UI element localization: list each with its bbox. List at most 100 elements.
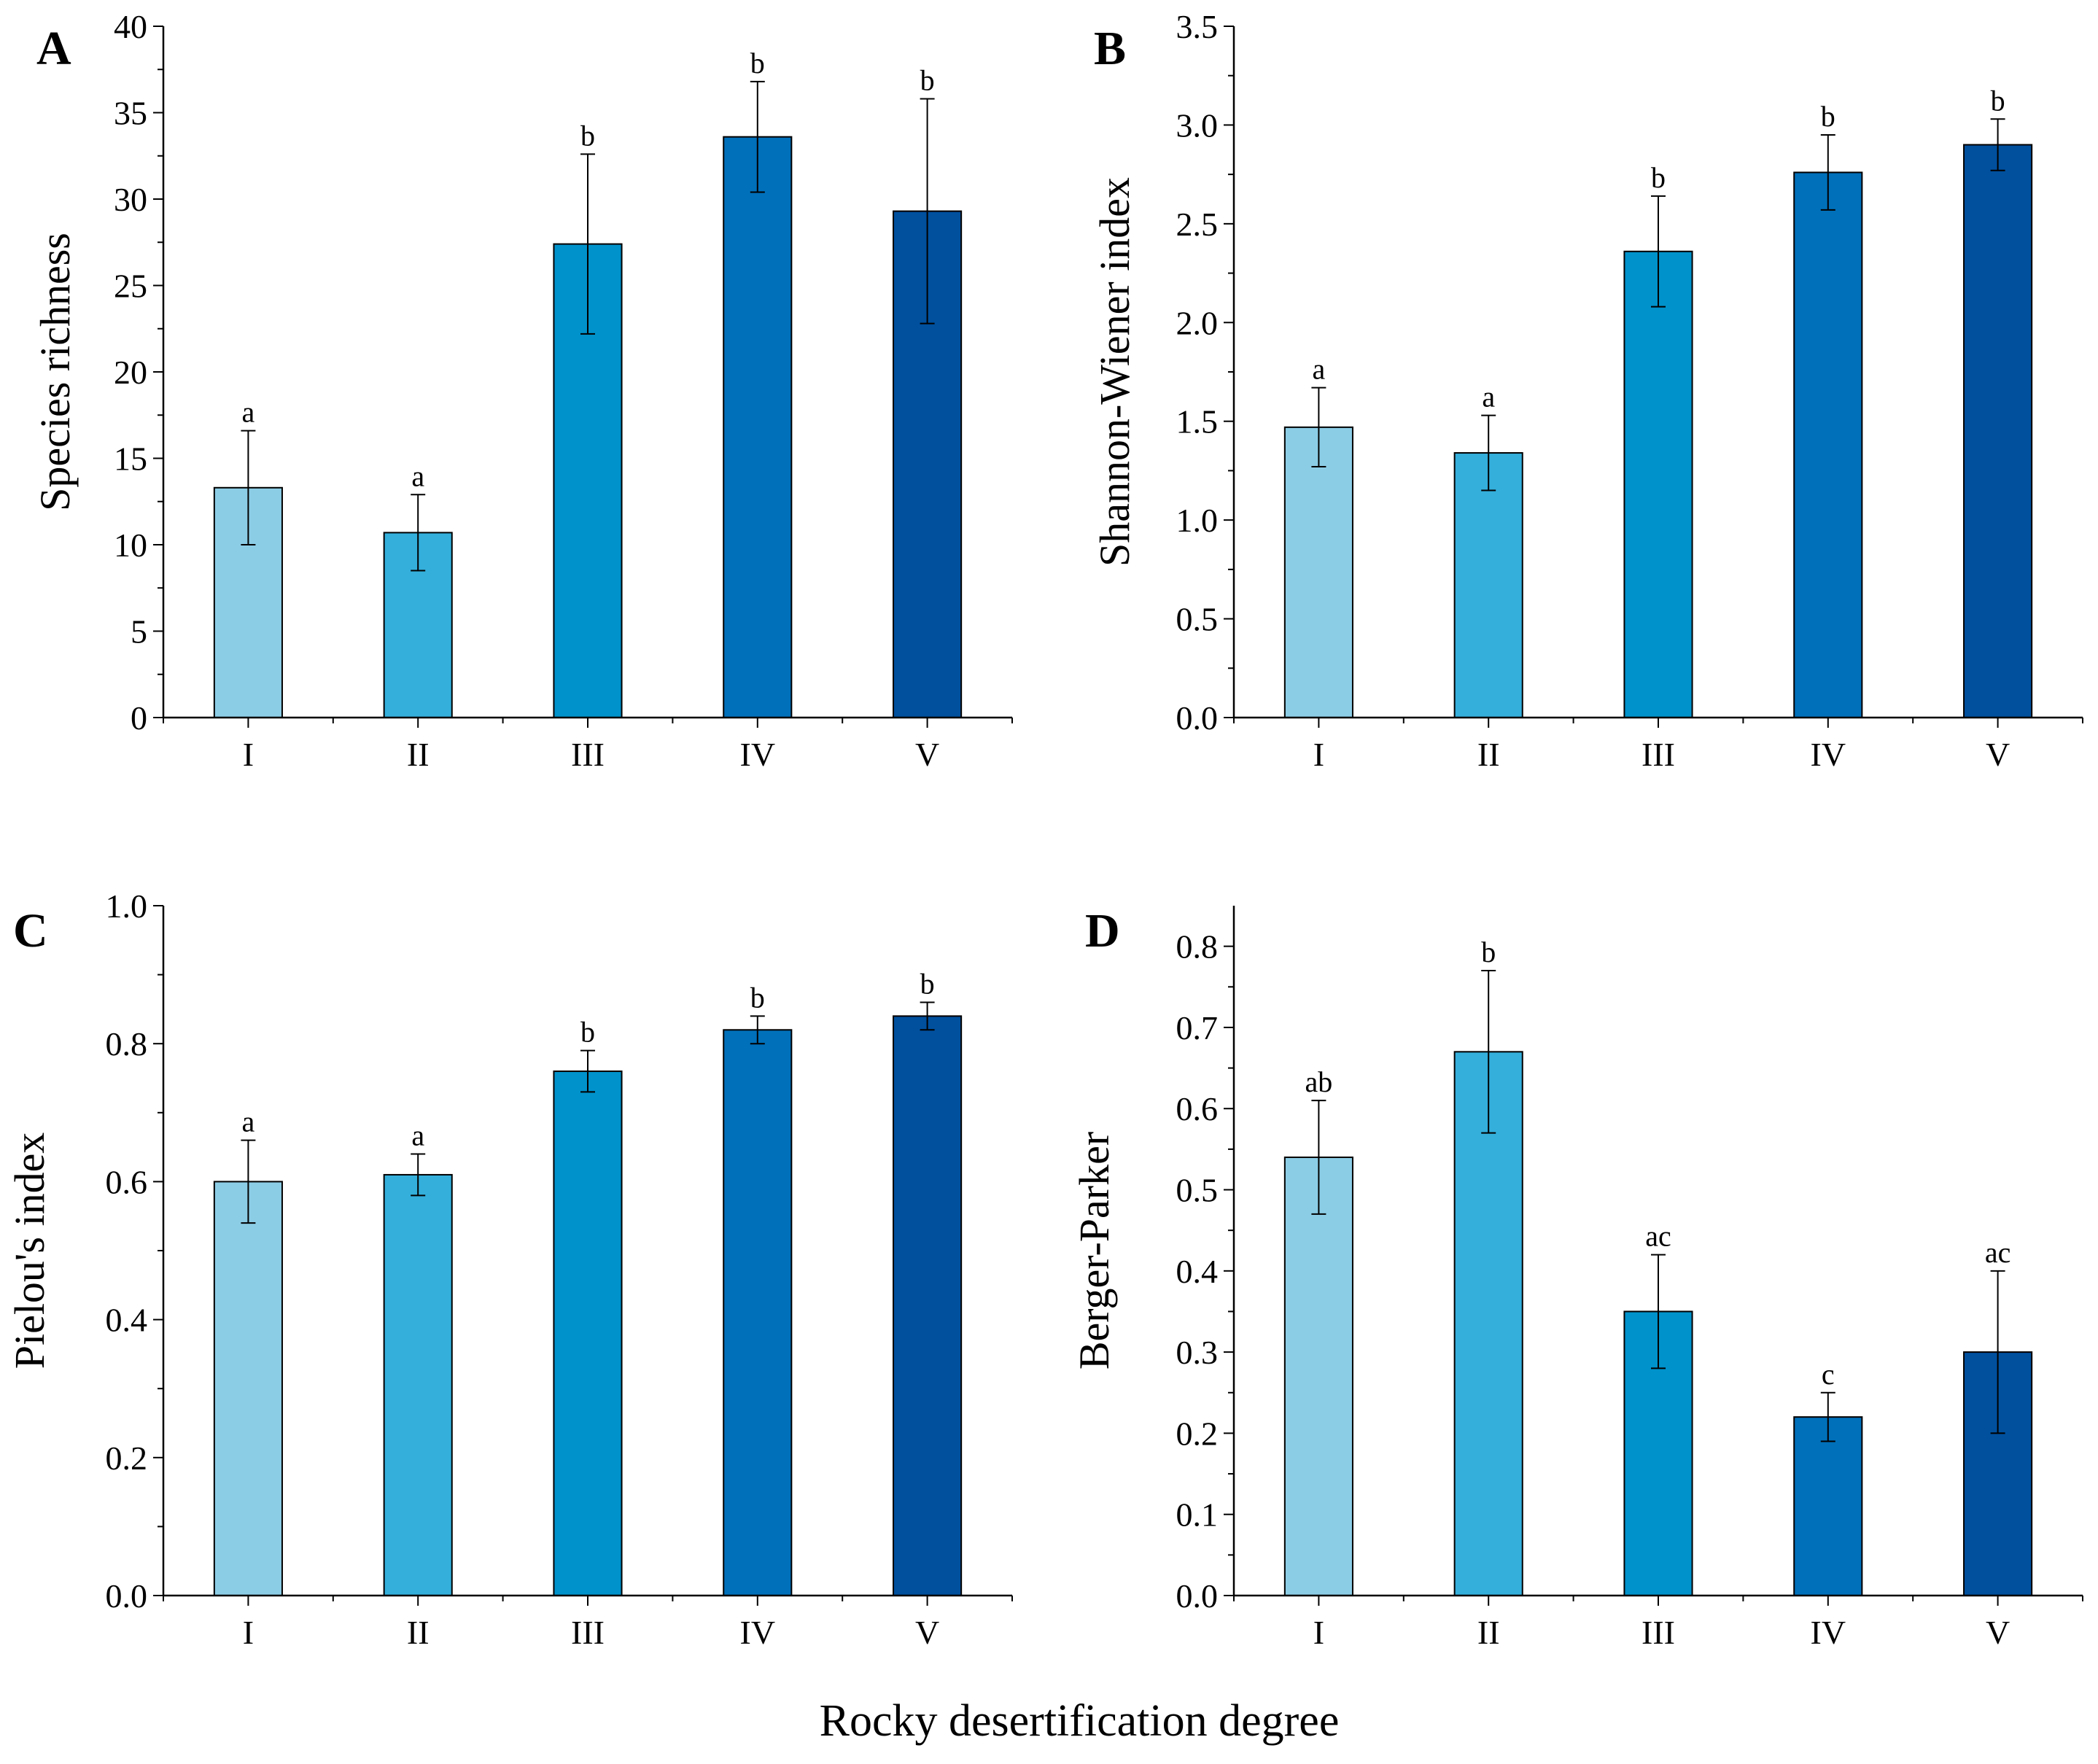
panel-letter-a: A <box>36 22 71 75</box>
errorbar-c-4 <box>750 1015 765 1045</box>
y-tick-label-b: 0.0 <box>1176 699 1219 737</box>
y-tick-label-d: 0.8 <box>1176 928 1219 965</box>
y-tick-label-c: 0.0 <box>106 1577 148 1615</box>
significance-label-b-3: b <box>1651 161 1666 194</box>
significance-label-b-2: a <box>1482 381 1495 413</box>
bar-a-4 <box>723 136 793 718</box>
panel-letter-b: B <box>1094 22 1126 75</box>
bar-c-1 <box>213 1181 283 1596</box>
bar-b-4 <box>1793 171 1863 719</box>
bar-c-2 <box>383 1173 453 1596</box>
errorbar-b-1 <box>1311 386 1326 468</box>
significance-label-a-2: a <box>411 459 424 492</box>
significance-label-b-5: b <box>1991 84 2005 117</box>
y-tick-label-b: 2.0 <box>1176 304 1219 341</box>
y-tick-label-c: 0.8 <box>106 1025 148 1062</box>
significance-label-c-4: b <box>750 981 765 1014</box>
significance-label-c-3: b <box>580 1016 595 1049</box>
x-tick-label-a-4: IV <box>740 736 776 773</box>
y-tick-label-a: 0 <box>131 699 147 737</box>
bar-b-5 <box>1963 144 2033 718</box>
significance-label-d-2: b <box>1481 936 1496 968</box>
x-tick-label-b-1: I <box>1313 736 1324 773</box>
significance-label-b-1: a <box>1313 353 1326 386</box>
errorbar-c-2 <box>411 1153 426 1197</box>
errorbar-b-5 <box>1990 118 2005 171</box>
y-axis-title-c: Pielou's index <box>6 1132 53 1369</box>
y-tick-label-a: 35 <box>114 95 147 132</box>
y-tick-label-a: 20 <box>114 354 147 391</box>
significance-label-a-1: a <box>242 396 255 429</box>
x-tick-label-b-2: II <box>1477 736 1500 773</box>
y-tick-label-a: 40 <box>114 8 147 45</box>
errorbar-d-4 <box>1820 1391 1835 1442</box>
y-axis-title-a: Species richness <box>31 233 79 511</box>
y-tick-label-a: 15 <box>114 440 147 478</box>
x-tick-label-b-4: IV <box>1811 736 1846 773</box>
errorbar-d-1 <box>1311 1100 1326 1215</box>
errorbar-a-5 <box>920 98 935 325</box>
errorbar-a-2 <box>411 494 426 572</box>
y-tick-label-b: 3.5 <box>1176 8 1219 45</box>
errorbar-a-3 <box>580 153 595 335</box>
y-tick-label-a: 30 <box>114 181 147 218</box>
bar-c-3 <box>553 1071 623 1597</box>
y-tick-label-d: 0.6 <box>1176 1090 1219 1127</box>
significance-label-d-4: c <box>1822 1358 1835 1391</box>
y-tick-label-a: 10 <box>114 527 147 564</box>
y-tick-label-b: 1.0 <box>1176 502 1219 539</box>
significance-label-c-5: b <box>920 967 935 1000</box>
errorbar-c-3 <box>580 1049 595 1093</box>
panel-c: a abb b0.00.20.40.60.81.0I II III IV VPielou's… <box>6 887 1013 1651</box>
y-tick-label-b: 3.0 <box>1176 106 1219 144</box>
y-tick-label-b: 0.5 <box>1176 601 1219 638</box>
significance-label-c-1: a <box>242 1106 255 1138</box>
errorbar-c-5 <box>920 1001 935 1031</box>
x-tick-label-c-3: III <box>571 1614 605 1651</box>
x-tick-label-a-3: III <box>571 736 605 773</box>
significance-label-c-2: a <box>411 1119 424 1152</box>
y-tick-label-d: 0.3 <box>1176 1334 1219 1371</box>
y-tick-label-b: 2.5 <box>1176 206 1219 243</box>
x-tick-label-d-1: I <box>1313 1614 1324 1651</box>
bar-d-4 <box>1793 1416 1863 1597</box>
x-tick-label-c-1: I <box>243 1614 254 1651</box>
significance-label-d-3: ac <box>1645 1220 1671 1253</box>
y-tick-label-c: 1.0 <box>106 887 148 925</box>
bar-c-5 <box>893 1015 963 1596</box>
y-tick-label-c: 0.2 <box>106 1439 148 1477</box>
x-tick-label-a-5: V <box>915 736 939 773</box>
errorbar-b-4 <box>1820 133 1835 211</box>
y-axis-title-d: Berger-Parker <box>1071 1132 1118 1369</box>
figure-xlabel: Rocky desertification degree <box>820 1696 1340 1746</box>
x-tick-label-b-3: III <box>1642 736 1675 773</box>
errorbar-a-1 <box>241 430 256 545</box>
errorbar-d-3 <box>1651 1254 1666 1369</box>
x-tick-label-d-5: V <box>1986 1614 2010 1651</box>
x-tick-label-d-4: IV <box>1811 1614 1846 1651</box>
x-tick-label-d-2: II <box>1477 1614 1500 1651</box>
y-tick-label-d: 0.0 <box>1176 1577 1219 1615</box>
significance-label-a-4: b <box>750 47 765 79</box>
y-tick-label-a: 25 <box>114 268 147 305</box>
errorbar-d-5 <box>1990 1270 2005 1434</box>
significance-label-a-5: b <box>920 64 935 97</box>
y-tick-label-d: 0.7 <box>1176 1009 1219 1046</box>
bar-b-3 <box>1623 250 1693 718</box>
errorbar-d-2 <box>1481 970 1496 1134</box>
y-axis-title-b: Shannon-Wiener index <box>1091 177 1138 567</box>
x-tick-label-c-5: V <box>915 1614 939 1651</box>
x-tick-label-a-1: I <box>243 736 254 773</box>
x-tick-label-c-4: IV <box>740 1614 776 1651</box>
y-tick-label-d: 0.5 <box>1176 1172 1219 1209</box>
bar-b-1 <box>1283 426 1353 719</box>
errorbar-b-3 <box>1651 195 1666 308</box>
significance-label-a-3: b <box>580 119 595 152</box>
y-tick-label-d: 0.2 <box>1176 1415 1219 1452</box>
errorbar-b-2 <box>1481 414 1496 491</box>
bar-c-4 <box>723 1029 793 1596</box>
